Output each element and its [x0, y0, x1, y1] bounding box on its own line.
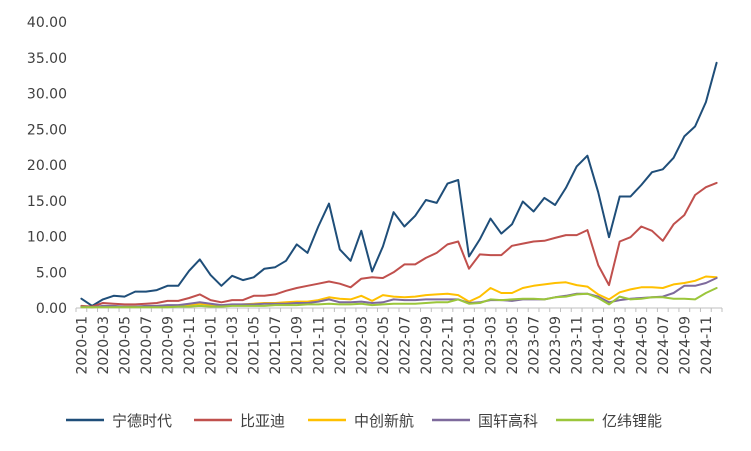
series-line: [80, 181, 718, 308]
y-tick-label: 5.00: [36, 265, 67, 281]
x-tick-label: 2021-07: [268, 316, 284, 375]
y-tick-label: 10.00: [27, 230, 67, 246]
x-tick-label: 2023-09: [548, 316, 564, 375]
x-tick-label: 2020-03: [96, 316, 112, 375]
y-tick-label: 30.00: [27, 87, 67, 103]
x-tick-label: 2024-09: [677, 316, 693, 375]
y-tick-label: 35.00: [27, 51, 67, 67]
legend-label: 亿纬锂能: [602, 412, 662, 430]
x-tick-label: 2020-05: [117, 316, 133, 375]
x-tick-label: 2023-07: [527, 316, 543, 375]
x-tick-label: 2023-03: [484, 316, 500, 375]
series-line: [80, 275, 718, 309]
x-tick-label: 2024-07: [656, 316, 672, 375]
x-axis: 2020-01 2020-03 2020-05 2020-07 2020-09 2020-…: [74, 307, 723, 375]
y-tick-label: 0.00: [36, 301, 67, 317]
series-lines: [80, 61, 718, 309]
x-tick-label: 2020-07: [139, 316, 155, 375]
x-tick-label: 2020-11: [182, 316, 198, 375]
x-tick-label: 2021-03: [225, 316, 241, 375]
x-tick-label: 2020-01: [74, 316, 90, 375]
y-tick-label: 40.00: [27, 15, 67, 31]
legend-label: 宁德时代: [112, 412, 172, 430]
legend-label: 中创新航: [354, 412, 414, 430]
x-tick-label: 2024-05: [634, 316, 650, 375]
series-line: [80, 61, 718, 307]
x-tick-label: 2022-07: [397, 316, 413, 375]
x-tick-label: 2021-05: [247, 316, 263, 375]
x-tick-label: 2022-11: [440, 316, 456, 375]
legend: 宁德时代 比亚迪 中创新航 国轩高科 亿纬锂能: [66, 412, 662, 430]
x-tick-label: 2024-11: [699, 316, 715, 375]
legend-label: 比亚迪: [240, 412, 285, 430]
x-tick-label: 2023-05: [505, 316, 521, 375]
legend-label: 国轩高科: [478, 412, 538, 430]
y-tick-label: 25.00: [27, 122, 67, 138]
y-tick-label: 15.00: [27, 194, 67, 210]
x-tick-label: 2020-09: [161, 316, 177, 375]
x-tick-label: 2022-01: [333, 316, 349, 375]
x-tick-label: 2022-05: [376, 316, 392, 375]
x-tick-label: 2021-01: [204, 316, 220, 375]
x-tick-label: 2023-11: [570, 316, 586, 375]
series-line: [80, 287, 718, 309]
y-axis: 0.00 5.00 10.00 15.00 20.00 25.00 30.00 35.00 40…: [27, 15, 67, 317]
x-tick-label: 2023-01: [462, 316, 478, 375]
x-tick-label: 2022-09: [419, 316, 435, 375]
x-tick-label: 2021-09: [290, 316, 306, 375]
x-tick-label: 2024-01: [591, 316, 607, 375]
x-tick-label: 2021-11: [311, 316, 327, 375]
x-tick-label: 2022-03: [354, 316, 370, 375]
y-tick-label: 20.00: [27, 158, 67, 174]
x-tick-label: 2024-03: [613, 316, 629, 375]
